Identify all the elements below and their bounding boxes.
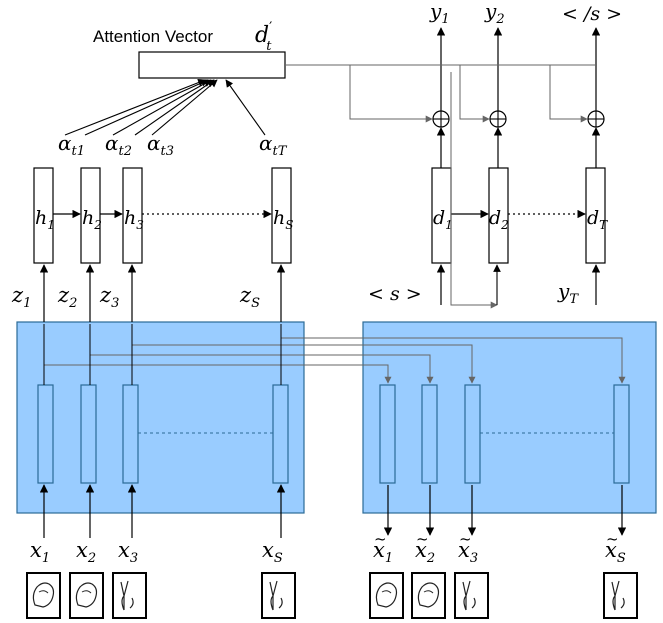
reconstruction-label-1: x1 — [373, 538, 393, 566]
decoder-inner-column-2 — [421, 384, 438, 484]
attention-arrow-3b — [151, 79, 218, 136]
reconstruction-label-3: x3 — [458, 538, 478, 566]
decoder-input-yT: yT — [557, 279, 579, 307]
decoder-inner-column-S — [613, 384, 630, 484]
skip-connection-3 — [132, 344, 476, 384]
hand-sign-image-x1 — [26, 572, 61, 619]
alpha-label-T: αtT — [259, 131, 288, 159]
attention-arrow-1b — [84, 79, 209, 136]
encoder-state-label-1: h1 — [35, 207, 55, 232]
decoder-input-sos: < s > — [368, 283, 422, 305]
alpha-label-2: αt2 — [105, 131, 132, 159]
y1-feedback-line — [450, 72, 498, 309]
output-label-y1: y1 — [429, 0, 450, 27]
reconstruction-label-S: xS — [605, 538, 626, 566]
decoder-state-label-T: dT — [587, 207, 608, 232]
tilde-1: ~ — [374, 530, 387, 548]
encoder-inner-column-3 — [122, 384, 139, 484]
skip-connection-1 — [44, 364, 392, 384]
decoder-autoencoder-block — [362, 321, 657, 514]
attention-arrow-3 — [134, 79, 215, 136]
input-label-x2: x2 — [76, 538, 96, 566]
hand-sign-image-xtildeS — [603, 572, 638, 619]
hand-sign-image-xS — [261, 572, 296, 619]
alpha-label-1: αt1 — [58, 131, 85, 159]
attention-feed-to-sumT — [549, 65, 588, 123]
latent-label-z3: z3 — [99, 283, 119, 311]
encoder-state-box-S — [271, 167, 292, 264]
decoder-state-label-1: d1 — [433, 207, 453, 232]
encoder-inner-column-2 — [80, 384, 97, 484]
tilde-S: ~ — [606, 530, 619, 548]
attention-feed-to-sum2 — [459, 65, 490, 123]
tilde-2: ~ — [416, 530, 429, 548]
output-label-eos: < /s > — [562, 3, 622, 25]
attention-vector-symbol: d′ t — [255, 20, 272, 54]
encoder-state-box-2 — [80, 167, 101, 264]
decoder-inner-column-1 — [379, 384, 396, 484]
attention-vector-box — [138, 51, 286, 79]
latent-label-zS: zS — [239, 283, 260, 311]
encoder-state-label-S: hS — [273, 207, 293, 232]
decoder-inner-column-3 — [464, 384, 481, 484]
output-label-y2: y2 — [484, 0, 505, 27]
encoder-inner-column-S — [272, 384, 289, 484]
latent-label-z1: z1 — [11, 283, 31, 311]
attention-arrow-1 — [64, 78, 206, 136]
input-label-x1: x1 — [30, 538, 50, 566]
attention-arrow-2 — [112, 79, 212, 136]
attention-arrow-T — [225, 79, 266, 136]
skip-connection-S — [281, 337, 626, 384]
attention-vector-label: Attention Vector — [93, 27, 213, 46]
encoder-autoencoder-block — [16, 321, 305, 514]
hand-sign-image-xtilde3 — [454, 572, 489, 619]
encoder-state-box-3 — [122, 167, 143, 264]
encoder-state-label-2: h2 — [82, 207, 102, 232]
hand-sign-image-xtilde1 — [369, 572, 404, 619]
hand-sign-image-x3 — [112, 572, 147, 619]
reconstruction-label-2: x2 — [415, 538, 435, 566]
encoder-state-box-1 — [33, 167, 54, 264]
attention-feed-to-sum1 — [349, 65, 433, 123]
alpha-label-3: αt3 — [147, 131, 174, 159]
input-label-xS: xS — [262, 538, 283, 566]
skip-connection-2 — [90, 354, 434, 384]
hand-sign-image-xtilde2 — [411, 572, 446, 619]
latent-label-z2: z2 — [57, 283, 77, 311]
encoder-state-label-3: h3 — [124, 207, 144, 232]
hand-sign-image-x2 — [69, 572, 104, 619]
encoder-inner-column-1 — [37, 384, 54, 484]
input-label-x3: x3 — [118, 538, 138, 566]
decoder-state-label-2: d2 — [489, 207, 509, 232]
tilde-3: ~ — [459, 530, 472, 548]
